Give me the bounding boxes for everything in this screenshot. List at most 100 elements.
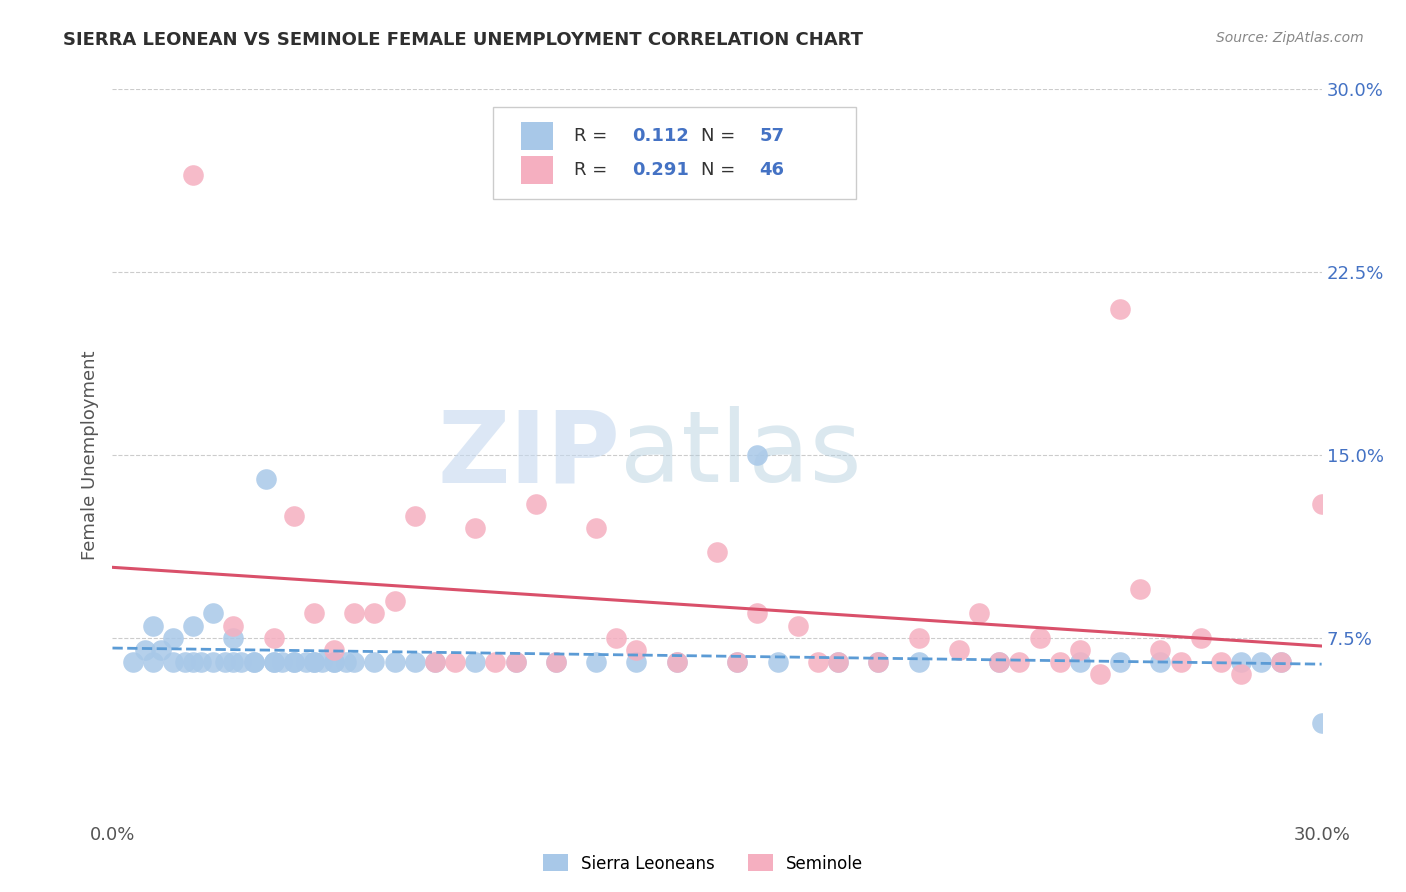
Point xyxy=(605,631,627,645)
Point xyxy=(967,607,990,621)
Point xyxy=(1109,301,1132,316)
Legend: Sierra Leoneans, Seminole: Sierra Leoneans, Seminole xyxy=(536,847,870,880)
Point xyxy=(323,643,346,657)
Text: 0.291: 0.291 xyxy=(633,161,689,178)
Point xyxy=(585,655,607,669)
Text: N =: N = xyxy=(702,161,741,178)
Point xyxy=(1310,497,1333,511)
Point xyxy=(444,655,467,669)
Point xyxy=(1049,655,1071,669)
Point xyxy=(1270,655,1292,669)
Text: SIERRA LEONEAN VS SEMINOLE FEMALE UNEMPLOYMENT CORRELATION CHART: SIERRA LEONEAN VS SEMINOLE FEMALE UNEMPL… xyxy=(63,31,863,49)
Point xyxy=(868,655,890,669)
Point xyxy=(162,655,184,669)
Point xyxy=(335,655,357,669)
Point xyxy=(363,607,385,621)
Text: 46: 46 xyxy=(759,161,785,178)
Point xyxy=(134,643,156,657)
Point xyxy=(181,168,204,182)
Point xyxy=(283,655,305,669)
Text: atlas: atlas xyxy=(620,407,862,503)
Point xyxy=(174,655,197,669)
Point xyxy=(302,655,325,669)
Point xyxy=(295,655,318,669)
Point xyxy=(231,655,253,669)
Point xyxy=(1230,667,1253,681)
Text: R =: R = xyxy=(575,127,613,145)
Point xyxy=(423,655,446,669)
Point xyxy=(988,655,1011,669)
FancyBboxPatch shape xyxy=(522,156,553,184)
Point xyxy=(263,655,285,669)
Point xyxy=(907,631,929,645)
Point xyxy=(1109,655,1132,669)
Point xyxy=(706,545,728,559)
Point xyxy=(363,655,385,669)
Point xyxy=(988,655,1011,669)
Point xyxy=(323,655,346,669)
Point xyxy=(263,655,285,669)
Point xyxy=(302,655,325,669)
Point xyxy=(1069,643,1091,657)
Point xyxy=(1129,582,1152,596)
Point xyxy=(1088,667,1111,681)
Point xyxy=(505,655,527,669)
Point xyxy=(384,655,406,669)
Point xyxy=(283,655,305,669)
Point xyxy=(1250,655,1272,669)
Point xyxy=(302,607,325,621)
Point xyxy=(725,655,748,669)
Point xyxy=(242,655,264,669)
Point xyxy=(404,655,426,669)
Point xyxy=(484,655,506,669)
Point xyxy=(142,618,165,632)
Point xyxy=(162,631,184,645)
Point xyxy=(907,655,929,669)
Point xyxy=(423,655,446,669)
Point xyxy=(222,618,245,632)
Point xyxy=(626,643,648,657)
Point xyxy=(311,655,333,669)
Point xyxy=(181,655,204,669)
Point xyxy=(202,607,225,621)
Point xyxy=(827,655,849,669)
Text: R =: R = xyxy=(575,161,613,178)
Point xyxy=(142,655,165,669)
Point xyxy=(121,655,143,669)
Point xyxy=(1149,655,1171,669)
Point xyxy=(1149,643,1171,657)
Y-axis label: Female Unemployment: Female Unemployment xyxy=(80,351,98,559)
Point xyxy=(1230,655,1253,669)
Point xyxy=(343,655,366,669)
Point xyxy=(1209,655,1232,669)
Text: ZIP: ZIP xyxy=(437,407,620,503)
FancyBboxPatch shape xyxy=(522,122,553,150)
Point xyxy=(222,631,245,645)
Point xyxy=(868,655,890,669)
Point xyxy=(505,655,527,669)
FancyBboxPatch shape xyxy=(494,108,856,199)
Point xyxy=(190,655,212,669)
Point xyxy=(1069,655,1091,669)
Point xyxy=(1028,631,1050,645)
Point xyxy=(747,448,769,462)
Text: 57: 57 xyxy=(759,127,785,145)
Point xyxy=(464,655,486,669)
Point xyxy=(242,655,264,669)
Point xyxy=(202,655,225,669)
Point xyxy=(1310,716,1333,731)
Point xyxy=(1008,655,1031,669)
Point xyxy=(747,607,769,621)
Point xyxy=(283,508,305,523)
Point xyxy=(544,655,567,669)
Point xyxy=(263,631,285,645)
Point xyxy=(766,655,789,669)
Point xyxy=(725,655,748,669)
Point xyxy=(948,643,970,657)
Point xyxy=(464,521,486,535)
Point xyxy=(665,655,688,669)
Point xyxy=(807,655,830,669)
Point xyxy=(214,655,236,669)
Point xyxy=(626,655,648,669)
Point xyxy=(786,618,808,632)
